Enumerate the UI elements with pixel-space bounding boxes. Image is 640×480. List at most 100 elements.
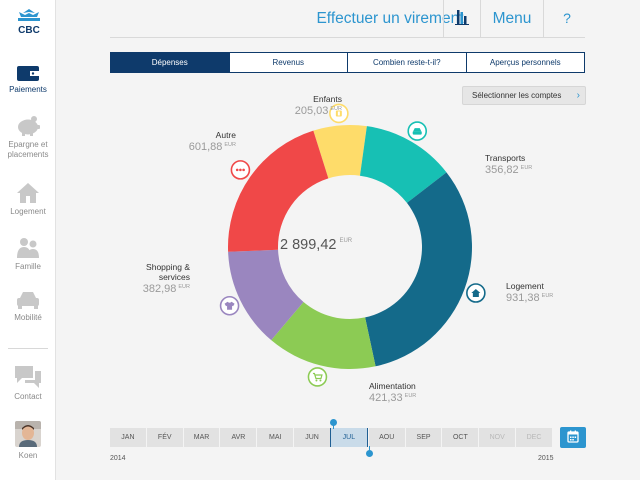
month-3[interactable]: AVR [219, 428, 256, 447]
cart-icon[interactable] [307, 367, 328, 387]
category-currency: EUR [224, 142, 236, 148]
sidebar-item-paiements[interactable]: Paiements [0, 64, 56, 95]
shirt-icon[interactable] [219, 295, 240, 316]
month-6[interactable]: JUL [329, 428, 368, 447]
year-start-label: 2014 [110, 455, 126, 462]
donut-segment-5[interactable] [228, 130, 329, 252]
total-amount: 2 899,42 EUR [280, 237, 420, 253]
category-amount: 205,03 [294, 105, 329, 117]
category-amount: 931,38 [506, 292, 540, 304]
category-label-logement[interactable]: Logement 931,38 EUR [506, 281, 586, 304]
year-end-label: 2015 [538, 455, 554, 462]
avatar [15, 421, 41, 447]
category-name: Alimentation [369, 381, 416, 391]
category-currency: EUR [178, 284, 190, 290]
sidebar: CBC Paiements Epargne et placements Loge… [0, 0, 56, 480]
sidebar-divider [8, 348, 48, 349]
category-name: Transports [485, 153, 526, 163]
menu-button[interactable]: Menu [492, 10, 532, 27]
category-name: Enfants [313, 94, 342, 104]
make-transfer-button[interactable]: Effectuer un virement [316, 10, 464, 27]
sidebar-item-logement[interactable]: Logement [0, 182, 56, 217]
donut-segment-2[interactable] [365, 172, 472, 367]
category-currency: EUR [404, 393, 417, 399]
house-icon[interactable] [466, 283, 486, 303]
category-currency: EUR [330, 106, 342, 112]
wallet-icon [17, 66, 39, 81]
month-0[interactable]: JAN [121, 434, 135, 441]
chart-view-button[interactable] [444, 0, 480, 37]
total-value: 2 899,42 [280, 237, 337, 253]
category-name: Autre [215, 130, 236, 140]
help-button[interactable]: ? [563, 10, 571, 26]
sidebar-item-label: Famille [15, 262, 41, 271]
donut-segment-0[interactable] [313, 125, 367, 179]
category-amount: 356,82 [485, 164, 519, 176]
logo-text: CBC [18, 25, 40, 36]
cbc-logo[interactable]: CBC [9, 8, 49, 38]
sidebar-item-mobilite[interactable]: Mobilité [0, 290, 56, 323]
tab-combien-reste[interactable]: Combien reste-t-il? [347, 53, 466, 72]
month-1[interactable]: FÉV [145, 428, 183, 447]
category-label-alimentation[interactable]: Alimentation 421,33 EUR [369, 381, 449, 404]
month-8[interactable]: SEP [404, 428, 442, 447]
sidebar-item-label: Koen [18, 451, 38, 460]
total-currency: EUR [339, 238, 353, 244]
category-currency: EUR [520, 165, 533, 171]
header-divider [543, 0, 544, 37]
month-2[interactable]: MAR [182, 428, 220, 447]
expenses-donut-chart [219, 103, 486, 387]
category-name: Shopping & services [146, 262, 190, 282]
calendar-icon [567, 430, 579, 443]
chevron-right-icon: › [576, 90, 580, 101]
header-divider [443, 0, 444, 37]
tab-revenus[interactable]: Revenus [228, 53, 348, 72]
dots-icon[interactable] [230, 160, 251, 180]
piggy-bank-icon [18, 116, 40, 136]
category-amount: 382,98 [142, 283, 177, 295]
sidebar-item-famille[interactable]: Famille [0, 237, 56, 272]
child-icon[interactable] [329, 103, 349, 124]
range-start-handle[interactable] [330, 419, 337, 426]
month-11: DEC [515, 428, 552, 447]
tab-apercus-personnels[interactable]: Aperçus personnels [465, 53, 585, 72]
view-tabs: Dépenses Revenus Combien reste-t-il? Ape… [110, 52, 585, 73]
range-handle-stem [333, 424, 334, 429]
chat-icon [15, 366, 41, 388]
range-handle-stem [369, 446, 370, 451]
month-9[interactable]: OCT [441, 428, 478, 447]
sidebar-item-label: Contact [14, 392, 42, 401]
select-accounts-label: Sélectionner les comptes [472, 91, 562, 100]
calendar-button[interactable] [560, 427, 586, 448]
select-accounts-button[interactable]: Sélectionner les comptes › [462, 86, 586, 105]
category-label-transports[interactable]: Transports 356,82 EUR [485, 153, 565, 176]
sidebar-item-label: Logement [10, 207, 46, 216]
month-10: NOV [478, 428, 515, 447]
tab-depenses[interactable]: Dépenses [111, 53, 229, 72]
category-currency: EUR [541, 293, 554, 299]
family-icon [17, 238, 39, 258]
bar-chart-icon [455, 10, 469, 25]
sidebar-item-label: Epargne et placements [7, 140, 49, 159]
category-label-autre[interactable]: Autre 601,88 EUR [166, 130, 236, 153]
house-icon [17, 183, 39, 203]
month-4[interactable]: MAI [256, 428, 293, 447]
sidebar-item-profile[interactable]: Koen [0, 421, 56, 461]
header: Effectuer un virement Menu ? [56, 0, 640, 38]
car-icon[interactable] [407, 121, 428, 141]
month-timeline: JAN FÉV MAR AVR MAI JUN JUL AOU SEP OCT NOV DEC [110, 428, 552, 447]
sidebar-item-contact[interactable]: Contact [0, 365, 56, 402]
sidebar-item-epargne[interactable]: Epargne et placements [0, 115, 56, 160]
month-7[interactable]: AOU [367, 428, 405, 447]
category-label-enfants[interactable]: Enfants 205,03 EUR [282, 94, 342, 117]
range-end-handle[interactable] [366, 450, 373, 457]
category-amount: 601,88 [188, 141, 223, 153]
donut-segment-3[interactable] [271, 301, 376, 369]
donut-segment-4[interactable] [228, 249, 304, 341]
sidebar-item-label: Paiements [9, 85, 47, 94]
car-icon [17, 292, 39, 309]
month-5[interactable]: JUN [293, 428, 330, 447]
category-label-shopping[interactable]: Shopping & services 382,98 EUR [122, 262, 190, 295]
donut-segment-1[interactable] [359, 126, 447, 203]
header-divider [480, 0, 481, 37]
